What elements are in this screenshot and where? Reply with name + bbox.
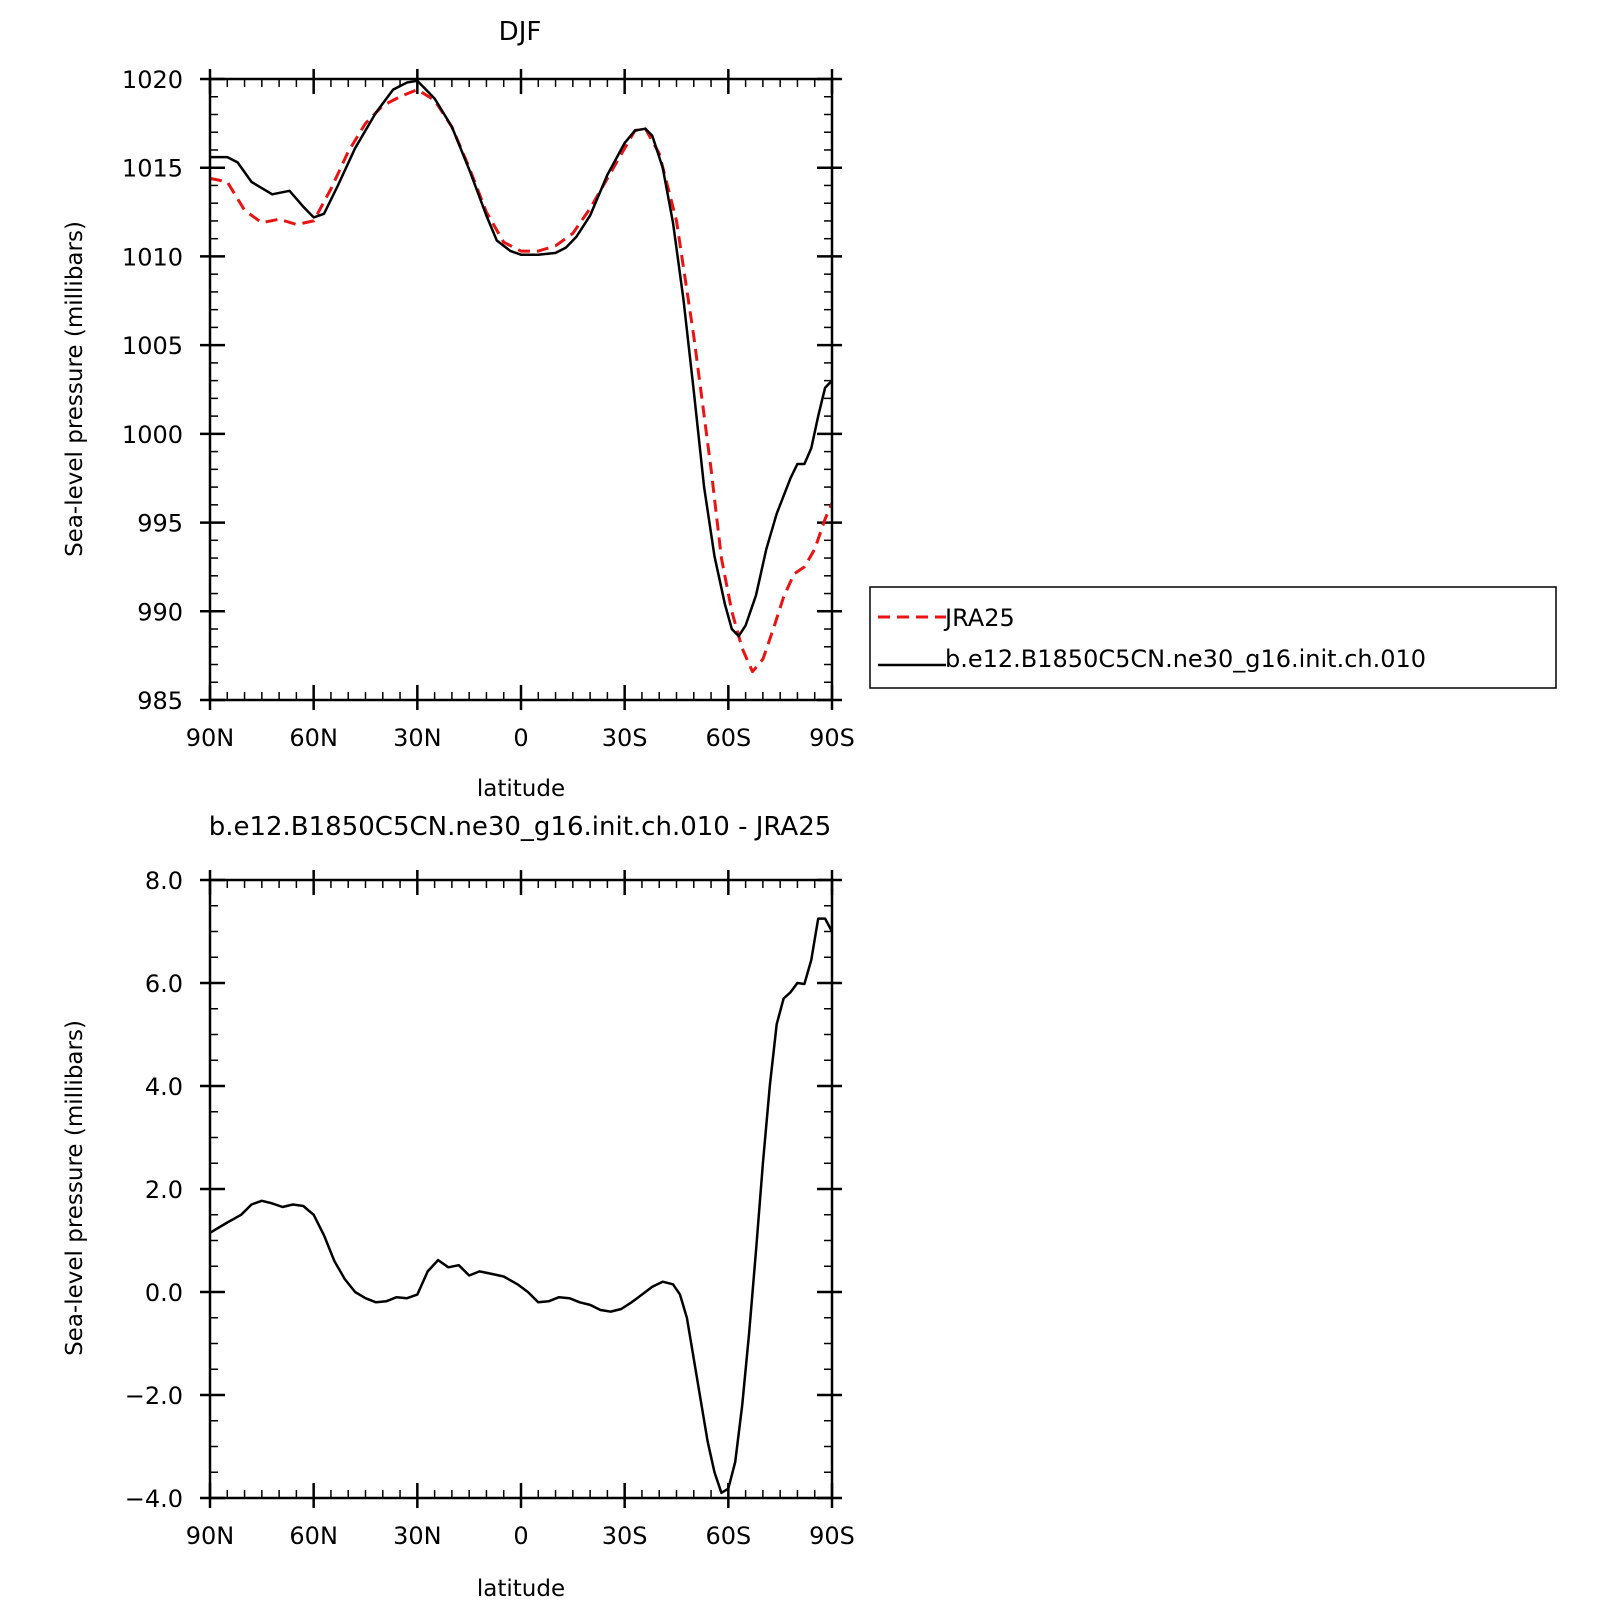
y-tick-label: 1015 xyxy=(122,155,183,183)
bottom-panel-title: b.e12.B1850C5CN.ne30_g16.init.ch.010 - J… xyxy=(209,812,832,842)
y-tick-label: 6.0 xyxy=(145,970,183,998)
x-tick-label: 90N xyxy=(186,1522,235,1550)
x-tick-label: 30S xyxy=(602,1522,648,1550)
x-tick-label: 60N xyxy=(289,724,338,752)
legend-model-label: b.e12.B1850C5CN.ne30_g16.init.ch.010 xyxy=(945,645,1426,673)
x-tick-label: 90S xyxy=(809,1522,855,1550)
y-tick-label: 1005 xyxy=(122,332,183,360)
y-tick-label: −4.0 xyxy=(125,1485,183,1513)
x-tick-label: 90N xyxy=(186,724,235,752)
legend-jra25-label: JRA25 xyxy=(943,604,1015,632)
bottom-minor-ticks xyxy=(210,879,832,1499)
y-tick-label: −2.0 xyxy=(125,1382,183,1410)
top-series-lines xyxy=(209,79,834,674)
y-tick-label: 995 xyxy=(137,510,183,538)
x-tick-label: 0 xyxy=(513,1522,528,1550)
y-tick-label: 990 xyxy=(137,598,183,626)
top-panel: DJF 90N 60N 30N 0 30S 60S 90S 985 990 995 1000 100… xyxy=(62,17,855,802)
x-tick-label: 60N xyxy=(289,1522,338,1550)
b-e12-b1850c5cn-ne30-g16-init-ch-010-series-line xyxy=(210,79,833,638)
x-tick-label: 30N xyxy=(393,724,442,752)
top-x-tick-labels: 90N 60N 30N 0 30S 60S 90S xyxy=(186,724,855,752)
legend-box xyxy=(869,586,1557,689)
bottom-x-axis-label: latitude xyxy=(477,1576,565,1602)
bottom-series-lines xyxy=(209,917,834,1495)
x-tick-label: 0 xyxy=(513,724,528,752)
top-panel-title: DJF xyxy=(499,17,542,47)
top-y-axis-label: Sea-level pressure (millibars) xyxy=(62,221,88,557)
y-tick-label: 8.0 xyxy=(145,867,183,895)
top-minor-ticks xyxy=(210,78,832,701)
legend: JRA25 b.e12.B1850C5CN.ne30_g16.init.ch.0… xyxy=(869,586,1557,689)
bottom-plot-frame xyxy=(208,878,834,1500)
bottom-major-ticks xyxy=(200,870,842,1508)
bottom-y-tick-labels: −4.0 −2.0 0.0 2.0 4.0 6.0 8.0 xyxy=(125,867,183,1513)
top-x-axis-label: latitude xyxy=(477,776,565,802)
x-tick-label: 30N xyxy=(393,1522,442,1550)
y-tick-label: 1000 xyxy=(122,421,183,449)
y-tick-label: 1020 xyxy=(122,66,183,94)
x-tick-label: 60S xyxy=(705,724,751,752)
y-tick-label: 985 xyxy=(137,687,183,715)
bottom-x-tick-labels: 90N 60N 30N 0 30S 60S 90S xyxy=(186,1522,855,1550)
x-tick-label: 60S xyxy=(705,1522,751,1550)
difference-series-line xyxy=(209,917,834,1495)
top-y-tick-labels: 985 990 995 1000 1005 1010 1015 1020 xyxy=(122,66,183,715)
top-plot-frame xyxy=(208,77,834,702)
x-tick-label: 30S xyxy=(602,724,648,752)
y-tick-label: 1010 xyxy=(122,243,183,271)
y-tick-label: 2.0 xyxy=(145,1176,183,1204)
y-tick-label: 0.0 xyxy=(145,1279,183,1307)
bottom-y-axis-label: Sea-level pressure (millibars) xyxy=(62,1020,88,1356)
x-tick-label: 90S xyxy=(809,724,855,752)
y-tick-label: 4.0 xyxy=(145,1073,183,1101)
top-major-ticks xyxy=(200,69,842,710)
jra25-series-line xyxy=(209,88,834,674)
bottom-panel: b.e12.B1850C5CN.ne30_g16.init.ch.010 - J… xyxy=(62,812,855,1602)
